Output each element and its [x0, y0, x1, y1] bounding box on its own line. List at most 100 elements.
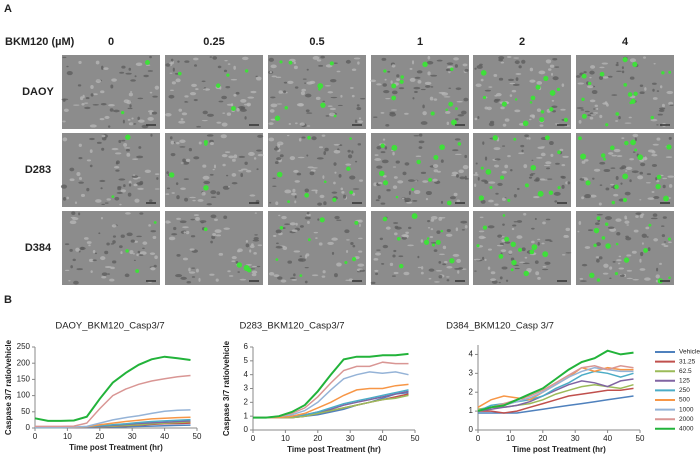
cell [522, 262, 530, 265]
cell [225, 86, 231, 89]
cell [287, 260, 293, 264]
cell [499, 276, 503, 280]
fluorescent-cell [416, 159, 421, 165]
cell [90, 84, 94, 89]
cell [120, 234, 125, 238]
cell [356, 107, 362, 111]
cell [150, 230, 157, 233]
cell [632, 133, 639, 138]
cell [289, 156, 296, 161]
cell [257, 153, 264, 157]
cell [304, 216, 311, 220]
cell [256, 168, 259, 171]
cell [666, 90, 674, 95]
cell [111, 147, 119, 151]
cell [430, 228, 434, 231]
cell [580, 280, 587, 282]
cell [541, 146, 546, 148]
fluorescent-cell [500, 175, 505, 180]
cell [404, 112, 409, 115]
cell [188, 271, 196, 274]
cell [384, 146, 388, 150]
cell [497, 182, 503, 186]
cell [63, 108, 69, 113]
cell [377, 195, 381, 200]
cell [393, 271, 399, 275]
cell [408, 226, 412, 230]
cell [304, 188, 310, 193]
legend-label: 125 [679, 378, 690, 385]
cell [659, 262, 662, 265]
cell [209, 56, 213, 58]
micrograph [473, 55, 571, 129]
fluorescent-cell [587, 81, 592, 86]
cell [354, 160, 358, 163]
cell [385, 97, 391, 100]
cell [459, 176, 466, 180]
cell [652, 97, 658, 100]
cell [240, 168, 248, 171]
fluorescent-cell [492, 135, 498, 141]
cell [194, 64, 198, 67]
cell [440, 159, 444, 163]
cell [130, 239, 135, 243]
cell [536, 157, 543, 159]
cell [436, 230, 441, 235]
cell [239, 278, 247, 281]
cell [446, 62, 454, 65]
cell [209, 173, 214, 176]
cell [641, 242, 644, 245]
cell [518, 65, 522, 69]
cell [331, 191, 338, 194]
fluorescent-cell [398, 263, 404, 269]
cell [615, 120, 619, 122]
cell [133, 259, 136, 262]
cell [555, 162, 560, 165]
cell [481, 236, 487, 239]
cell [378, 182, 383, 185]
cell [458, 267, 463, 270]
cell [86, 159, 92, 162]
cell [635, 212, 642, 215]
cell [460, 220, 468, 224]
cell [253, 252, 257, 255]
fluorescent-cell [318, 87, 321, 91]
fluorescent-cell [510, 241, 516, 248]
cell [327, 91, 334, 94]
cell [109, 108, 114, 112]
cell [88, 258, 94, 263]
fluorescent-cell [236, 262, 243, 268]
cell [176, 217, 181, 220]
cell [444, 260, 448, 264]
cell [443, 96, 451, 98]
cell [493, 74, 498, 77]
cell [118, 139, 122, 144]
cell [149, 91, 153, 94]
cell [123, 184, 126, 188]
cell [651, 190, 655, 193]
cell [656, 90, 660, 92]
cell [488, 199, 494, 203]
cell [480, 199, 486, 204]
fluorescent-cell [125, 249, 129, 253]
cell [652, 143, 659, 146]
cell [405, 231, 409, 234]
cell [561, 163, 566, 167]
cell [253, 236, 259, 241]
cell [221, 122, 228, 127]
cell [101, 134, 106, 138]
cell [130, 91, 133, 93]
cell [357, 61, 360, 65]
cell [398, 255, 404, 258]
cell [545, 161, 552, 165]
fluorescent-cell [502, 214, 506, 217]
cell [171, 81, 176, 85]
cell [271, 75, 277, 78]
fluorescent-cell [383, 180, 389, 186]
cell [576, 107, 584, 109]
cell [374, 158, 382, 161]
cell [607, 75, 613, 78]
cell [101, 276, 107, 279]
cell [462, 63, 468, 67]
cell [395, 160, 400, 164]
